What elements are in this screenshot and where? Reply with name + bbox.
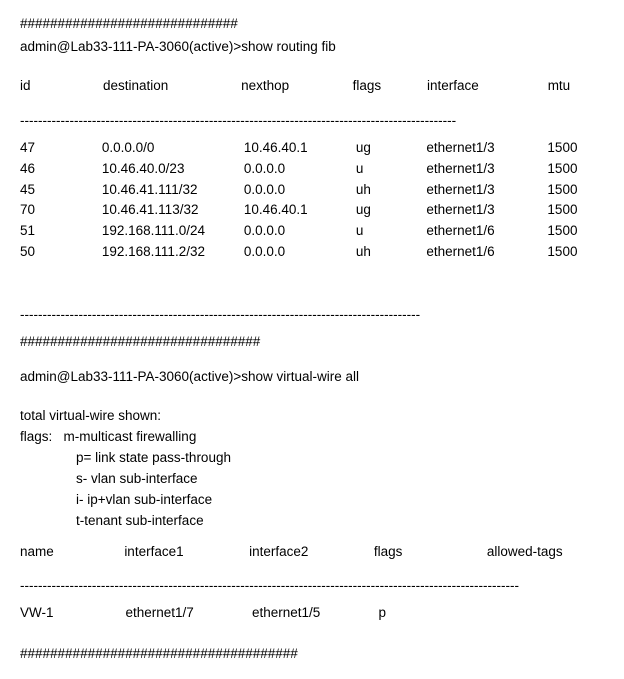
col-name: name [20,542,124,569]
cli-prompt-fib: admin@Lab33-111-PA-3060(active)>show rou… [20,37,604,58]
cell: ethernet1/6 [426,242,547,263]
cell: 10.46.40.1 [244,200,356,221]
cell: 47 [20,138,84,159]
cell: u [356,159,427,180]
table-row: VW-1ethernet1/7ethernet1/5p [20,603,604,624]
cell: p [378,603,491,624]
fib-header-row: id destination nexthop flags interface m… [20,76,604,103]
dash-separator: ----------------------------------------… [20,111,604,132]
hash-separator: ############################# [20,14,604,35]
col-interface1: interface1 [124,542,249,569]
cell: 0.0.0.0 [244,180,356,201]
legend-prefix: flags: [20,429,52,444]
hash-separator: ################################ [20,332,604,353]
cell: VW-1 [20,603,125,624]
col-flags: flags [353,76,427,103]
col-destination: destination [85,76,241,103]
cell: 192.168.111.0/24 [84,221,244,242]
table-row: 4510.46.41.111/320.0.0.0uhethernet1/3150… [20,180,604,201]
cell: ug [356,138,427,159]
table-row: 50192.168.111.2/320.0.0.0uhethernet1/615… [20,242,604,263]
legend-t: t-tenant sub-interface [20,511,604,532]
flags-legend: flags: m-multicast firewalling p= link s… [20,427,604,532]
col-allowed-tags: allowed-tags [487,542,604,569]
cell: uh [356,242,427,263]
cell: 1500 [547,221,604,242]
vwire-header-row: name interface1 interface2 flags allowed… [20,542,604,569]
vwire-total-label: total virtual-wire shown: [20,406,604,427]
cli-prompt-vwire: admin@Lab33-111-PA-3060(active)>show vir… [20,367,604,388]
col-nexthop: nexthop [241,76,353,103]
cell: 0.0.0.0 [244,242,356,263]
cell: ethernet1/7 [125,603,251,624]
cell: 0.0.0.0 [244,221,356,242]
vwire-table: name interface1 interface2 flags allowed… [20,542,604,569]
cell: ug [356,200,427,221]
table-row: 7010.46.41.113/3210.46.40.1ugethernet1/3… [20,200,604,221]
cell: ethernet1/3 [426,180,547,201]
fib-table-body: 470.0.0.0/010.46.40.1ugethernet1/3150046… [20,138,604,264]
cell: ethernet1/5 [252,603,378,624]
table-row: 470.0.0.0/010.46.40.1ugethernet1/31500 [20,138,604,159]
table-row: 4610.46.40.0/230.0.0.0uethernet1/31500 [20,159,604,180]
dash-separator: ----------------------------------------… [20,576,604,597]
cell: 1500 [547,242,604,263]
legend-s: s- vlan sub-interface [20,469,604,490]
cell: ethernet1/3 [426,159,547,180]
legend-i: i- ip+vlan sub-interface [20,490,604,511]
legend-m: m-multicast firewalling [64,429,197,444]
hash-separator: ##################################### [20,644,604,665]
col-interface: interface [427,76,548,103]
cell: 10.46.41.113/32 [84,200,244,221]
cell: 10.46.40.0/23 [84,159,244,180]
cell: 192.168.111.2/32 [84,242,244,263]
cell: 1500 [547,200,604,221]
cell: ethernet1/3 [426,138,547,159]
cell: 10.46.40.1 [244,138,356,159]
fib-table: id destination nexthop flags interface m… [20,76,604,103]
cell: 1500 [547,159,604,180]
cell: ethernet1/3 [426,200,547,221]
cell: 51 [20,221,84,242]
cell: 50 [20,242,84,263]
vwire-table-body: VW-1ethernet1/7ethernet1/5p [20,603,604,624]
cell: 45 [20,180,84,201]
cell: 46 [20,159,84,180]
cell: 70 [20,200,84,221]
cell: uh [356,180,427,201]
dash-separator: ----------------------------------------… [20,305,604,326]
cell: u [356,221,427,242]
cell: 0.0.0.0/0 [84,138,244,159]
cell: 1500 [547,180,604,201]
cell [491,603,604,624]
cell: 0.0.0.0 [244,159,356,180]
col-mtu: mtu [548,76,604,103]
table-row: 51192.168.111.0/240.0.0.0uethernet1/6150… [20,221,604,242]
cell: ethernet1/6 [426,221,547,242]
cell: 1500 [547,138,604,159]
cell: 10.46.41.111/32 [84,180,244,201]
col-id: id [20,76,85,103]
legend-p: p= link state pass-through [20,448,604,469]
col-flags: flags [374,542,487,569]
col-interface2: interface2 [249,542,374,569]
